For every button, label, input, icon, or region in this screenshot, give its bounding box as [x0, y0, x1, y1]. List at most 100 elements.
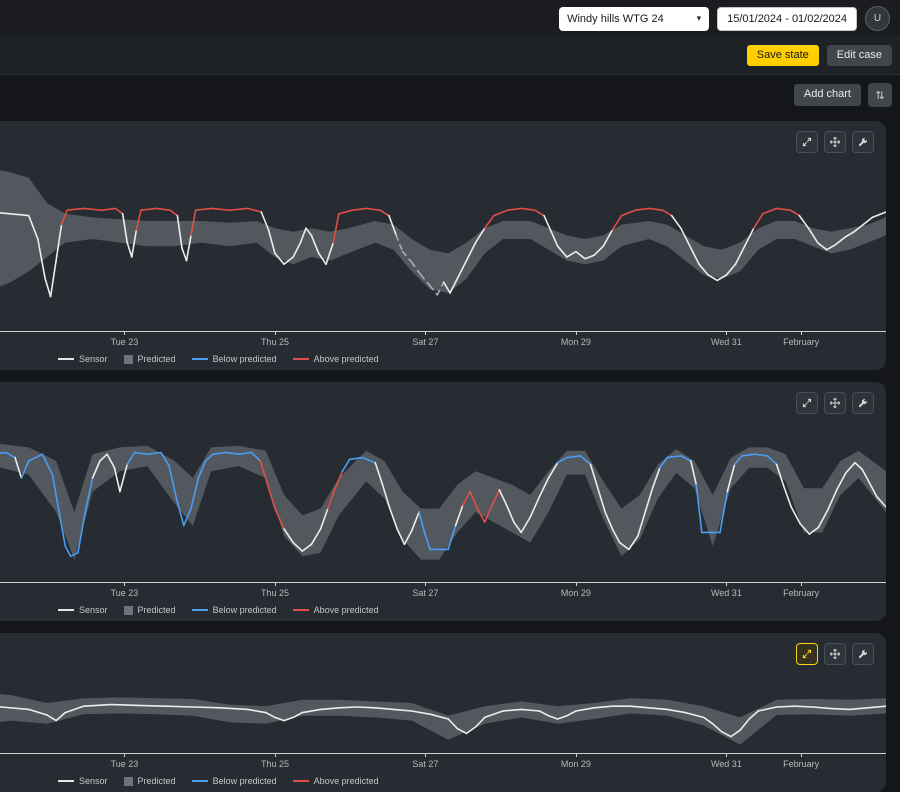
legend-item[interactable]: Predicted: [123, 354, 176, 364]
x-axis: Tue 23 Thu 25 Sat 27 Mon 29 Wed 31 February: [0, 753, 886, 774]
legend-label: Below predicted: [212, 354, 277, 364]
legend-label: Sensor: [79, 776, 108, 786]
legend-item[interactable]: Above predicted: [292, 605, 379, 615]
chart-legend: Sensor Predicted Below predicted Above pred…: [0, 352, 886, 366]
legend-swatch: [292, 358, 309, 360]
chart-legend: Sensor Predicted Below predicted Above pred…: [0, 774, 886, 788]
legend-swatch: [58, 609, 74, 611]
wrench-icon: [857, 136, 869, 148]
wrench-icon: [857, 397, 869, 409]
legend-swatch: [58, 358, 74, 360]
action-bar: Save state Edit case: [0, 37, 900, 75]
x-axis: Tue 23 Thu 25 Sat 27 Mon 29 Wed 31 February: [0, 582, 886, 603]
legend-label: Above predicted: [313, 354, 379, 364]
x-tick: [124, 582, 126, 586]
settings-button[interactable]: [852, 131, 874, 153]
charts-area: Tue 23 Thu 25 Sat 27 Mon 29 Wed 31 February S…: [0, 115, 900, 792]
reorder-charts-button[interactable]: [868, 83, 892, 107]
x-tick: [801, 753, 803, 757]
x-tick-label: Wed 31: [710, 588, 742, 598]
legend-label: Sensor: [79, 605, 108, 615]
zoom-button[interactable]: [796, 392, 818, 414]
legend-item[interactable]: Predicted: [123, 605, 176, 615]
chart-legend: Sensor Predicted Below predicted Above pred…: [0, 603, 886, 617]
legend-item[interactable]: Sensor: [58, 354, 108, 364]
edit-case-button[interactable]: Edit case: [826, 44, 892, 67]
expand-arrows-icon: [801, 136, 813, 148]
x-axis: Tue 23 Thu 25 Sat 27 Mon 29 Wed 31 February: [0, 331, 886, 352]
panel-tools: [796, 643, 874, 665]
turbine-select[interactable]: Windy hills WTG 24 ▾: [559, 6, 710, 31]
add-chart-button[interactable]: Add chart: [793, 84, 861, 106]
legend-swatch: [292, 609, 309, 611]
legend-label: Above predicted: [313, 776, 379, 786]
settings-button[interactable]: [852, 392, 874, 414]
user-avatar[interactable]: U: [865, 6, 890, 31]
x-tick: [274, 582, 276, 586]
legend-label: Below predicted: [212, 776, 277, 786]
x-tick: [801, 331, 803, 335]
zoom-button[interactable]: [796, 131, 818, 153]
x-tick: [726, 753, 728, 757]
x-tick: [274, 331, 276, 335]
x-tick: [575, 582, 577, 586]
legend-item[interactable]: Below predicted: [191, 605, 277, 615]
chart-plot[interactable]: [0, 410, 886, 580]
legend-swatch: [191, 780, 208, 782]
x-tick: [801, 582, 803, 586]
x-tick-label: Mon 29: [560, 588, 591, 598]
save-state-button[interactable]: Save state: [746, 44, 819, 67]
legend-label: Predicted: [137, 776, 176, 786]
x-tick-label: Thu 25: [260, 759, 289, 769]
legend-item[interactable]: Sensor: [58, 605, 108, 615]
settings-button[interactable]: [852, 643, 874, 665]
sort-arrows-icon: [874, 89, 886, 101]
legend-swatch: [191, 609, 208, 611]
legend-swatch: [292, 780, 309, 782]
x-tick: [425, 753, 427, 757]
user-avatar-label: U: [873, 13, 882, 24]
date-range-input[interactable]: 15/01/2024 - 01/02/2024: [717, 6, 857, 31]
x-tick-label: February: [783, 337, 820, 347]
pan-button[interactable]: [824, 643, 846, 665]
turbine-select-value: Windy hills WTG 24: [567, 12, 664, 25]
legend-swatch: [191, 358, 208, 360]
legend-swatch: [123, 605, 133, 615]
legend-label: Predicted: [137, 354, 176, 364]
pan-button[interactable]: [824, 131, 846, 153]
legend-label: Predicted: [137, 605, 176, 615]
chart-plot[interactable]: [0, 671, 886, 751]
x-tick: [575, 331, 577, 335]
legend-swatch: [58, 780, 74, 782]
legend-item[interactable]: Sensor: [58, 776, 108, 786]
legend-label: Below predicted: [212, 605, 277, 615]
pan-button[interactable]: [824, 392, 846, 414]
legend-swatch: [123, 354, 133, 364]
legend-item[interactable]: Below predicted: [191, 776, 277, 786]
x-tick: [124, 753, 126, 757]
legend-item[interactable]: Below predicted: [191, 354, 277, 364]
legend-item[interactable]: Above predicted: [292, 354, 379, 364]
x-tick-label: Wed 31: [710, 337, 742, 347]
x-tick-label: Mon 29: [560, 759, 591, 769]
move-icon: [829, 136, 841, 148]
x-tick: [124, 331, 126, 335]
move-icon: [829, 397, 841, 409]
legend-item[interactable]: Above predicted: [292, 776, 379, 786]
x-tick-label: February: [783, 588, 820, 598]
x-tick: [575, 753, 577, 757]
chevron-down-icon: ▾: [696, 13, 702, 23]
x-tick-label: Tue 23: [110, 588, 139, 598]
x-tick-label: Thu 25: [260, 588, 289, 598]
chart-plot[interactable]: [0, 149, 886, 329]
zoom-button[interactable]: [796, 643, 818, 665]
x-tick: [726, 331, 728, 335]
chart-panel-1: Tue 23 Thu 25 Sat 27 Mon 29 Wed 31 February S…: [0, 121, 886, 370]
x-tick: [726, 582, 728, 586]
legend-swatch: [123, 776, 133, 786]
x-tick-label: Sat 27: [412, 588, 439, 598]
legend-item[interactable]: Predicted: [123, 776, 176, 786]
date-range-value: 15/01/2024 - 01/02/2024: [727, 12, 847, 25]
expand-arrows-icon: [801, 648, 813, 660]
